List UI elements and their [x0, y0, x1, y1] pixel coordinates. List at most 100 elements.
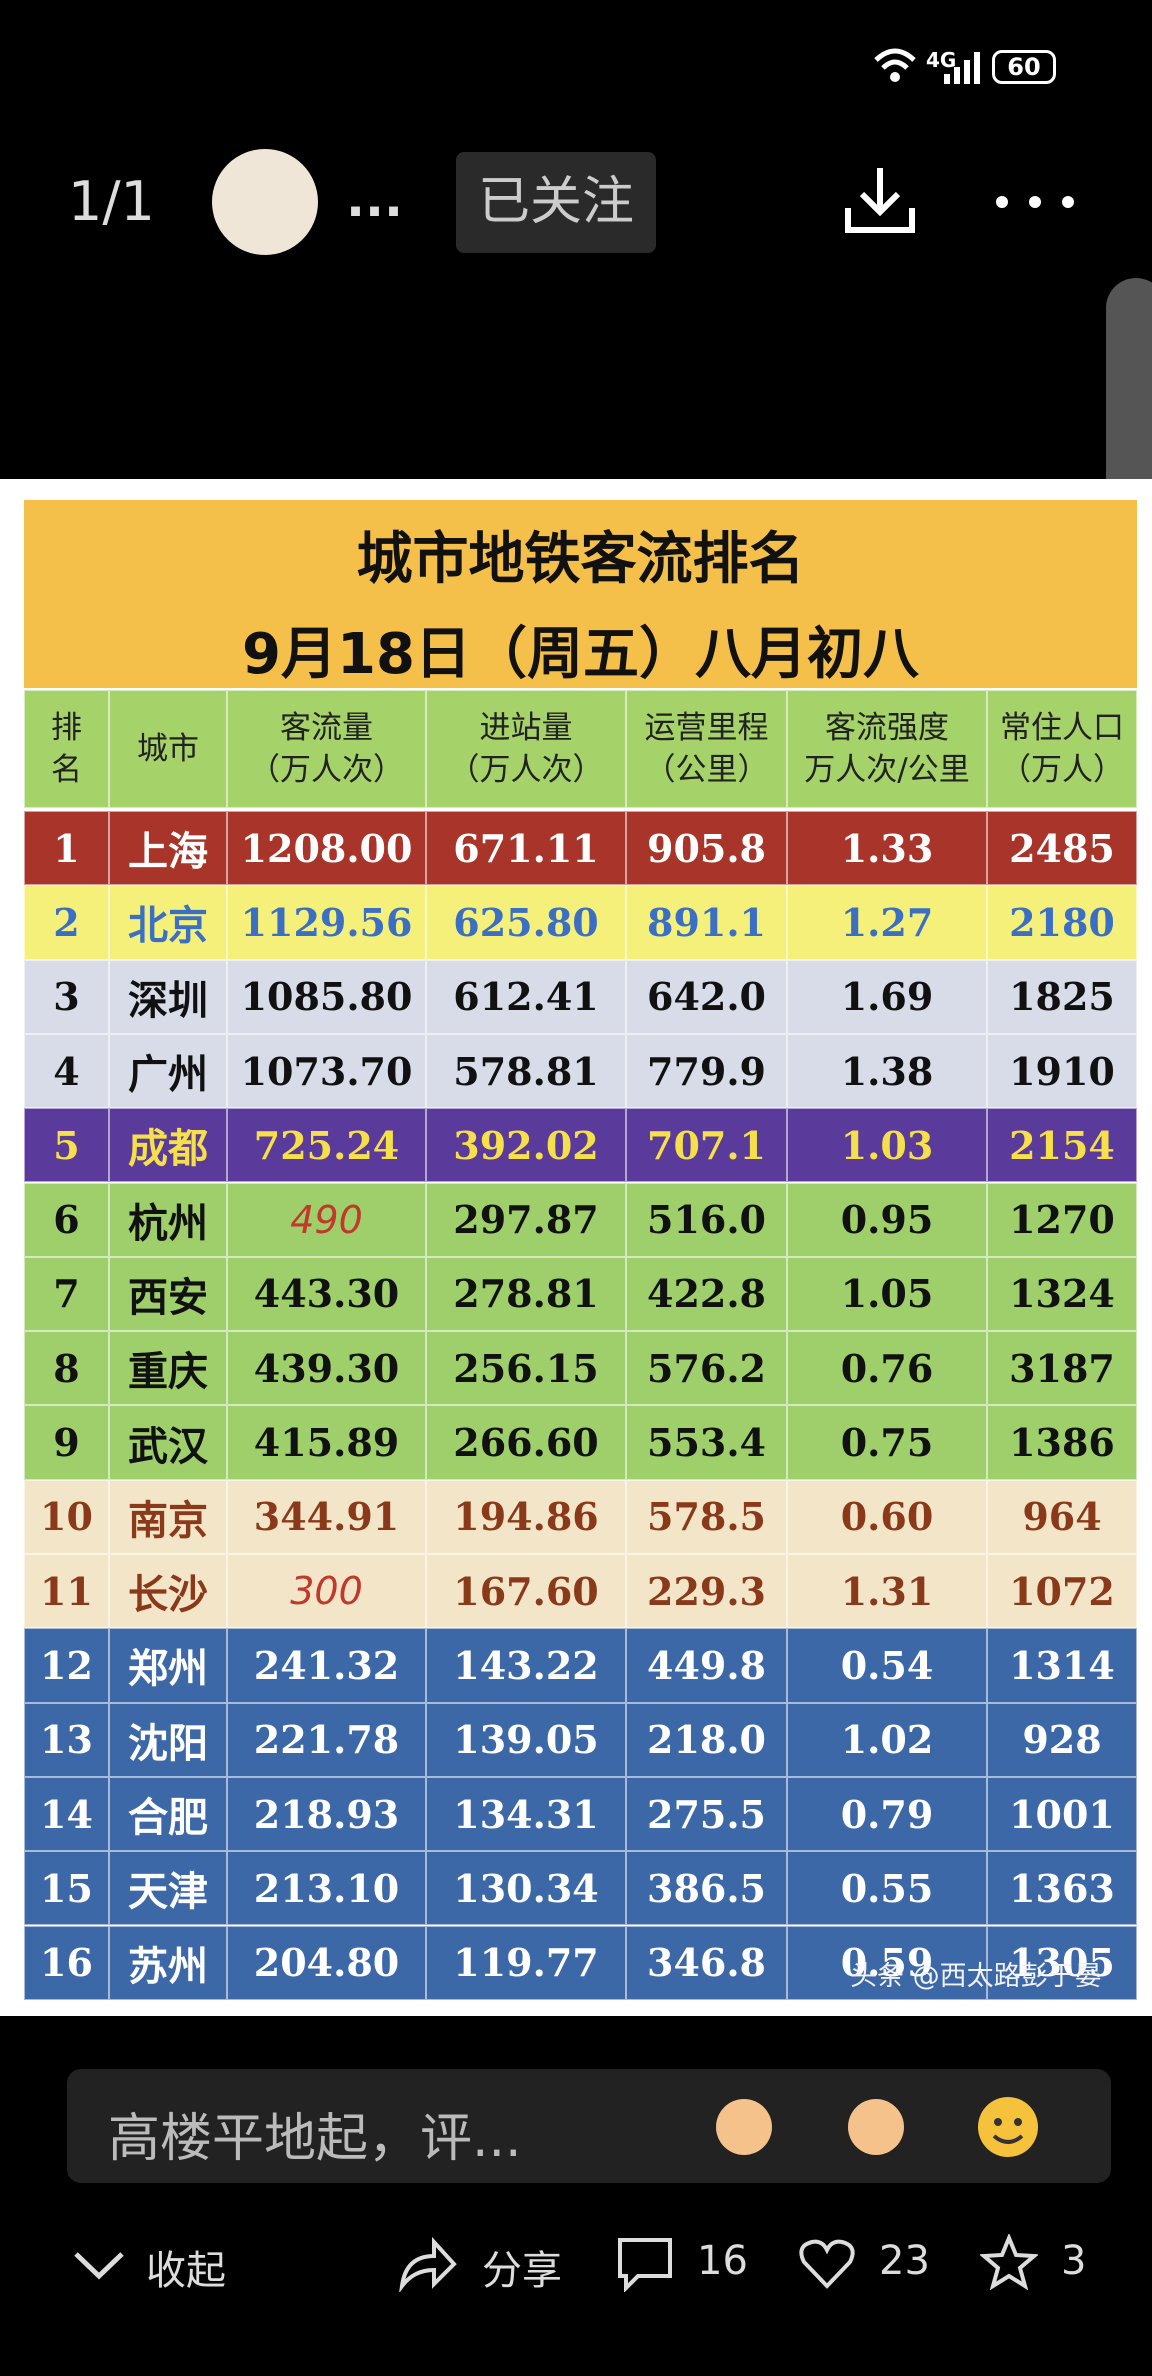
- value-cell: 553.4: [626, 1405, 787, 1480]
- rank-cell: 3: [24, 959, 109, 1034]
- favorite-icon[interactable]: [980, 2234, 1038, 2290]
- share-icon[interactable]: [396, 2236, 458, 2292]
- table-title: 城市地铁客流排名: [356, 527, 805, 592]
- comment-box[interactable]: [67, 2069, 1111, 2183]
- rank-cell: 9: [24, 1405, 109, 1480]
- value-cell: 779.9: [626, 1033, 787, 1109]
- rank-cell: 1: [24, 811, 109, 886]
- value-cell: 2154: [987, 1108, 1137, 1183]
- value-cell: 241.32: [227, 1628, 426, 1703]
- table-subtitle: 9月18日（周五）八月初八: [242, 622, 919, 687]
- header-text: （万人次）: [249, 752, 404, 788]
- city-cell: 上海: [109, 811, 227, 886]
- follow-button[interactable]: 已关注: [456, 152, 656, 253]
- value-cell: 725.24: [227, 1108, 426, 1183]
- value-cell: 1073.70: [227, 1033, 426, 1109]
- reaction-icons[interactable]: [706, 2092, 1066, 2162]
- rank-cell: 5: [24, 1108, 109, 1183]
- header-text: （公里）: [644, 752, 769, 788]
- value-cell: 297.87: [426, 1182, 626, 1257]
- value-cell: 0.60: [787, 1479, 987, 1554]
- value-cell: 1324: [987, 1256, 1137, 1332]
- rank-cell: 10: [24, 1479, 109, 1554]
- city-cell: 苏州: [109, 1925, 227, 2000]
- value-cell: 139.05: [426, 1702, 626, 1777]
- value-cell: 134.31: [426, 1776, 626, 1852]
- value-cell: 0.79: [787, 1776, 987, 1852]
- value-cell: 218.0: [626, 1702, 787, 1777]
- city-cell: 北京: [109, 885, 227, 960]
- comment-placeholder[interactable]: 高楼平地起，评...: [108, 2109, 522, 2169]
- value-cell: 964: [987, 1479, 1137, 1554]
- value-cell: 1072: [987, 1554, 1137, 1629]
- value-cell: 266.60: [426, 1405, 626, 1480]
- value-cell: 1.05: [787, 1256, 987, 1332]
- value-cell: 130.34: [426, 1851, 626, 1926]
- rank-cell: 6: [24, 1182, 109, 1257]
- value-cell: 707.1: [626, 1108, 787, 1183]
- city-cell: 天津: [109, 1851, 227, 1926]
- avatar[interactable]: [212, 149, 318, 255]
- value-cell: 516.0: [626, 1182, 787, 1257]
- value-cell: 671.11: [426, 811, 626, 886]
- collapse-label[interactable]: 收起: [146, 2248, 226, 2294]
- header-text: 客流强度: [825, 710, 949, 746]
- header-cell: 排名: [24, 690, 109, 808]
- value-cell: 422.8: [626, 1256, 787, 1332]
- rank-cell: 12: [24, 1628, 109, 1703]
- collapse-icon[interactable]: [72, 2248, 126, 2280]
- value-cell: 119.77: [426, 1925, 626, 2000]
- value-cell: 0.75: [787, 1405, 987, 1480]
- value-cell: 612.41: [426, 959, 626, 1034]
- city-cell: 成都: [109, 1108, 227, 1183]
- value-cell: 278.81: [426, 1256, 626, 1332]
- value-cell: 346.8: [626, 1925, 787, 2000]
- value-cell: 439.30: [227, 1331, 426, 1406]
- like-icon[interactable]: [798, 2238, 856, 2290]
- value-cell: 143.22: [426, 1628, 626, 1703]
- more-icon[interactable]: [990, 190, 1080, 214]
- rank-cell: 7: [24, 1256, 109, 1332]
- signal-icon: [944, 52, 980, 84]
- value-cell: 1825: [987, 959, 1137, 1034]
- value-cell: 213.10: [227, 1851, 426, 1926]
- header-text: 城市: [137, 731, 199, 767]
- value-cell: 1270: [987, 1182, 1137, 1257]
- header-cell: 客流强度万人次/公里: [787, 690, 987, 808]
- network: 4G: [926, 48, 957, 72]
- value-cell: 1314: [987, 1628, 1137, 1703]
- comment-icon[interactable]: [616, 2236, 674, 2292]
- rank-cell: 15: [24, 1851, 109, 1926]
- value-cell: 344.91: [227, 1479, 426, 1554]
- value-cell: 300: [227, 1554, 426, 1629]
- favorite-count[interactable]: 3: [1061, 2238, 1087, 2284]
- value-cell: 2485: [987, 811, 1137, 886]
- value-cell: 415.89: [227, 1405, 426, 1480]
- comment-count[interactable]: 16: [697, 2238, 748, 2284]
- value-cell: 0.95: [787, 1182, 987, 1257]
- city-cell: 长沙: [109, 1554, 227, 1629]
- header-text: 客流量: [280, 710, 373, 746]
- value-cell: 1386: [987, 1405, 1137, 1480]
- header-text: 进站量: [479, 710, 573, 746]
- value-cell: 2180: [987, 885, 1137, 960]
- city-cell: 郑州: [109, 1628, 227, 1703]
- value-cell: 1910: [987, 1033, 1137, 1109]
- value-cell: 204.80: [227, 1925, 426, 2000]
- value-cell: 891.1: [626, 885, 787, 960]
- city-cell: 西安: [109, 1256, 227, 1332]
- city-cell: 武汉: [109, 1405, 227, 1480]
- value-cell: 642.0: [626, 959, 787, 1034]
- header-text: 万人次/公里: [804, 752, 970, 788]
- value-cell: 905.8: [626, 811, 787, 886]
- value-cell: 578.81: [426, 1033, 626, 1109]
- value-cell: 1208.00: [227, 811, 426, 886]
- like-count[interactable]: 23: [879, 2238, 930, 2284]
- header-text: 常住人口: [1000, 710, 1124, 746]
- download-icon[interactable]: [842, 162, 918, 238]
- author-name[interactable]: ...: [346, 170, 403, 228]
- value-cell: 0.59: [787, 1925, 987, 2000]
- watermark: 头条 @西太路彭于晏: [850, 1961, 1102, 1992]
- share-label[interactable]: 分享: [482, 2248, 562, 2294]
